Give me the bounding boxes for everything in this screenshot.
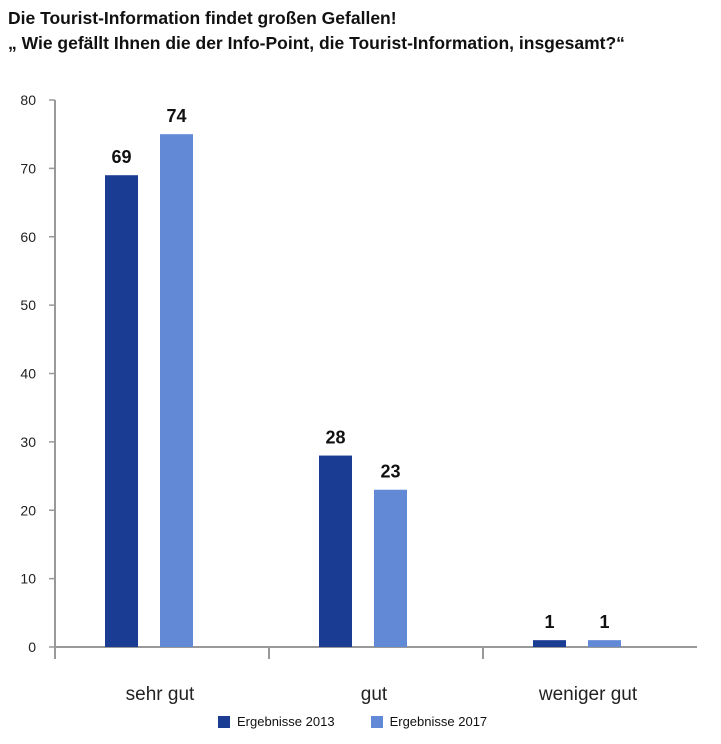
legend-label-2017: Ergebnisse 2017 (389, 714, 488, 729)
data-label-2017: 23 (380, 462, 400, 482)
legend-item-2017: Ergebnisse 2017 (370, 714, 488, 729)
x-category-label: weniger gut (538, 684, 638, 705)
chart-header: Die Tourist-Information findet großen Ge… (8, 6, 713, 56)
y-tick-label: 0 (28, 639, 36, 655)
legend-item-2013: Ergebnisse 2013 (218, 714, 335, 729)
data-label-2017: 1 (599, 612, 609, 632)
y-tick-label: 70 (20, 160, 36, 176)
data-label-2013: 28 (325, 428, 345, 448)
y-tick-label: 50 (20, 297, 36, 313)
x-category-label: sehr gut (126, 684, 195, 705)
legend-swatch-2013 (218, 715, 230, 728)
y-tick-label: 60 (20, 229, 36, 245)
bar-2017-weniger-gut (588, 640, 621, 647)
data-label-2013: 69 (111, 147, 131, 167)
bar-2013-sehr-gut (105, 175, 138, 647)
bar-2013-weniger-gut (533, 640, 566, 647)
chart-subtitle: „ Wie gefällt Ihnen die der Info-Point, … (8, 33, 625, 53)
legend-label-2013: Ergebnisse 2013 (237, 714, 335, 729)
y-tick-label: 40 (20, 366, 36, 382)
y-tick-label: 10 (20, 571, 36, 587)
y-tick-label: 20 (20, 502, 36, 518)
data-label-2017: 74 (166, 106, 186, 126)
y-tick-label: 80 (20, 92, 36, 108)
bar-2017-gut (374, 489, 407, 647)
y-tick-label: 30 (20, 434, 36, 450)
bar-2017-sehr-gut (160, 134, 193, 647)
data-label-2013: 1 (544, 612, 554, 632)
x-category-label: gut (361, 684, 388, 705)
bar-2013-gut (319, 455, 352, 647)
chart-title: Die Tourist-Information findet großen Ge… (8, 8, 397, 28)
legend-swatch-2017 (370, 715, 383, 728)
chart-legend: Ergebnisse 2013 Ergebnisse 2017 (218, 714, 523, 729)
